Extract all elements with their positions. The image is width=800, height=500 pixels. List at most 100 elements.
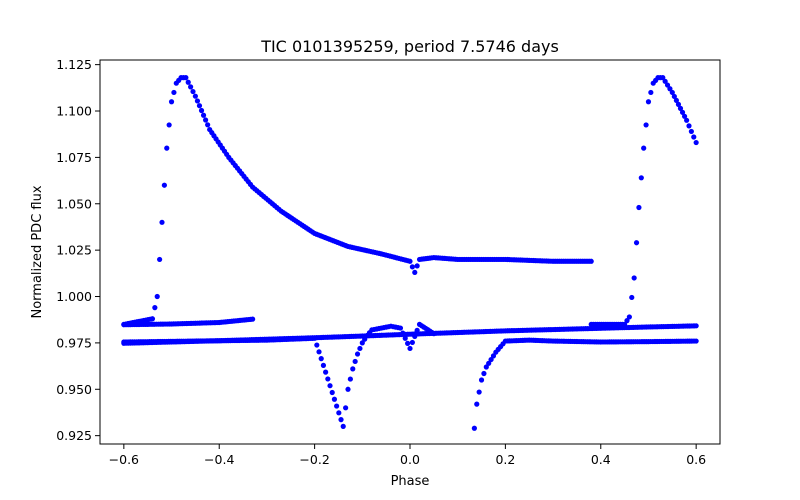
data-point [693, 323, 699, 329]
data-point [316, 349, 322, 355]
data-point [490, 353, 497, 359]
data-point [314, 342, 320, 348]
data-point [320, 362, 327, 368]
chart-title: TIC 0101395259, period 7.5746 days [260, 37, 559, 56]
data-point [329, 389, 335, 396]
data-point [359, 340, 365, 346]
data-point [340, 423, 346, 429]
data-point [414, 263, 420, 269]
data-point [431, 331, 437, 337]
data-point [323, 369, 329, 375]
data-point [347, 376, 353, 382]
data-point [343, 405, 349, 411]
data-point [648, 89, 654, 96]
data-point [693, 139, 699, 146]
data-point [684, 117, 690, 123]
data-point [638, 175, 644, 181]
x-tick-label: 0.2 [495, 452, 515, 467]
y-tick-label: 1.000 [56, 289, 92, 304]
data-point [194, 98, 201, 104]
data-point [325, 376, 331, 382]
data-points [121, 75, 699, 431]
data-point [405, 340, 411, 346]
data-point [171, 89, 177, 96]
data-point [397, 325, 404, 331]
data-point [471, 425, 477, 431]
data-point [478, 377, 485, 383]
series-flare-right [588, 75, 699, 327]
data-point [645, 99, 652, 105]
data-point [154, 293, 160, 300]
data-point [681, 113, 688, 119]
data-point [669, 89, 675, 96]
data-point [631, 275, 637, 281]
data-point [402, 335, 408, 341]
data-point [312, 335, 318, 341]
x-axis-label: Phase [391, 474, 430, 489]
data-point [400, 330, 406, 336]
data-point [352, 358, 358, 365]
data-point [205, 122, 211, 128]
data-point [159, 219, 165, 225]
data-point [345, 386, 351, 392]
data-point [486, 360, 492, 366]
data-point [483, 364, 489, 370]
data-point [362, 336, 368, 342]
data-point [409, 339, 415, 346]
y-tick-label: 0.975 [56, 335, 92, 350]
data-point [679, 109, 686, 115]
series-dip-left [121, 321, 437, 429]
data-point [168, 99, 175, 105]
data-point [476, 389, 482, 395]
data-point [660, 75, 666, 81]
data-point [409, 264, 415, 270]
data-point [671, 93, 677, 100]
data-point [327, 383, 333, 389]
data-point [677, 105, 684, 111]
data-point [166, 122, 172, 128]
data-point [693, 338, 699, 344]
series-flare-left [121, 75, 594, 327]
data-point [664, 82, 671, 88]
y-tick-label: 1.100 [56, 104, 92, 119]
x-tick-label: −0.6 [109, 452, 139, 467]
data-point [624, 318, 630, 324]
data-point [149, 316, 156, 322]
x-axis-ticks: −0.6 −0.4 −0.2 0.0 0.2 0.4 0.6 [109, 444, 706, 467]
data-point [161, 182, 167, 188]
data-point [190, 88, 196, 95]
data-point [662, 78, 668, 84]
data-point [673, 97, 680, 104]
x-tick-label: 0.6 [686, 452, 706, 467]
data-point [336, 410, 342, 416]
y-tick-label: 0.925 [56, 428, 92, 443]
data-point [622, 321, 628, 327]
y-tick-label: 1.125 [56, 57, 92, 72]
data-point [641, 145, 647, 151]
data-point [691, 134, 697, 140]
data-point [629, 294, 635, 301]
data-point [636, 204, 642, 211]
data-point [198, 107, 205, 114]
x-tick-label: 0.0 [400, 452, 420, 467]
data-point [414, 327, 420, 333]
data-point [350, 366, 356, 372]
data-point [675, 101, 682, 107]
data-point [626, 314, 632, 320]
data-point [643, 122, 649, 128]
data-point [334, 403, 340, 409]
data-point [164, 145, 170, 151]
data-point [633, 240, 640, 246]
data-point [354, 351, 361, 357]
y-tick-label: 0.950 [56, 382, 92, 397]
y-tick-label: 1.050 [56, 196, 92, 211]
data-point [474, 401, 480, 407]
data-point [667, 86, 673, 92]
data-point [488, 356, 494, 363]
data-point [357, 345, 363, 352]
data-point [200, 112, 207, 118]
series-baseline-high [121, 316, 256, 328]
data-point [250, 316, 256, 322]
data-point [412, 269, 418, 276]
